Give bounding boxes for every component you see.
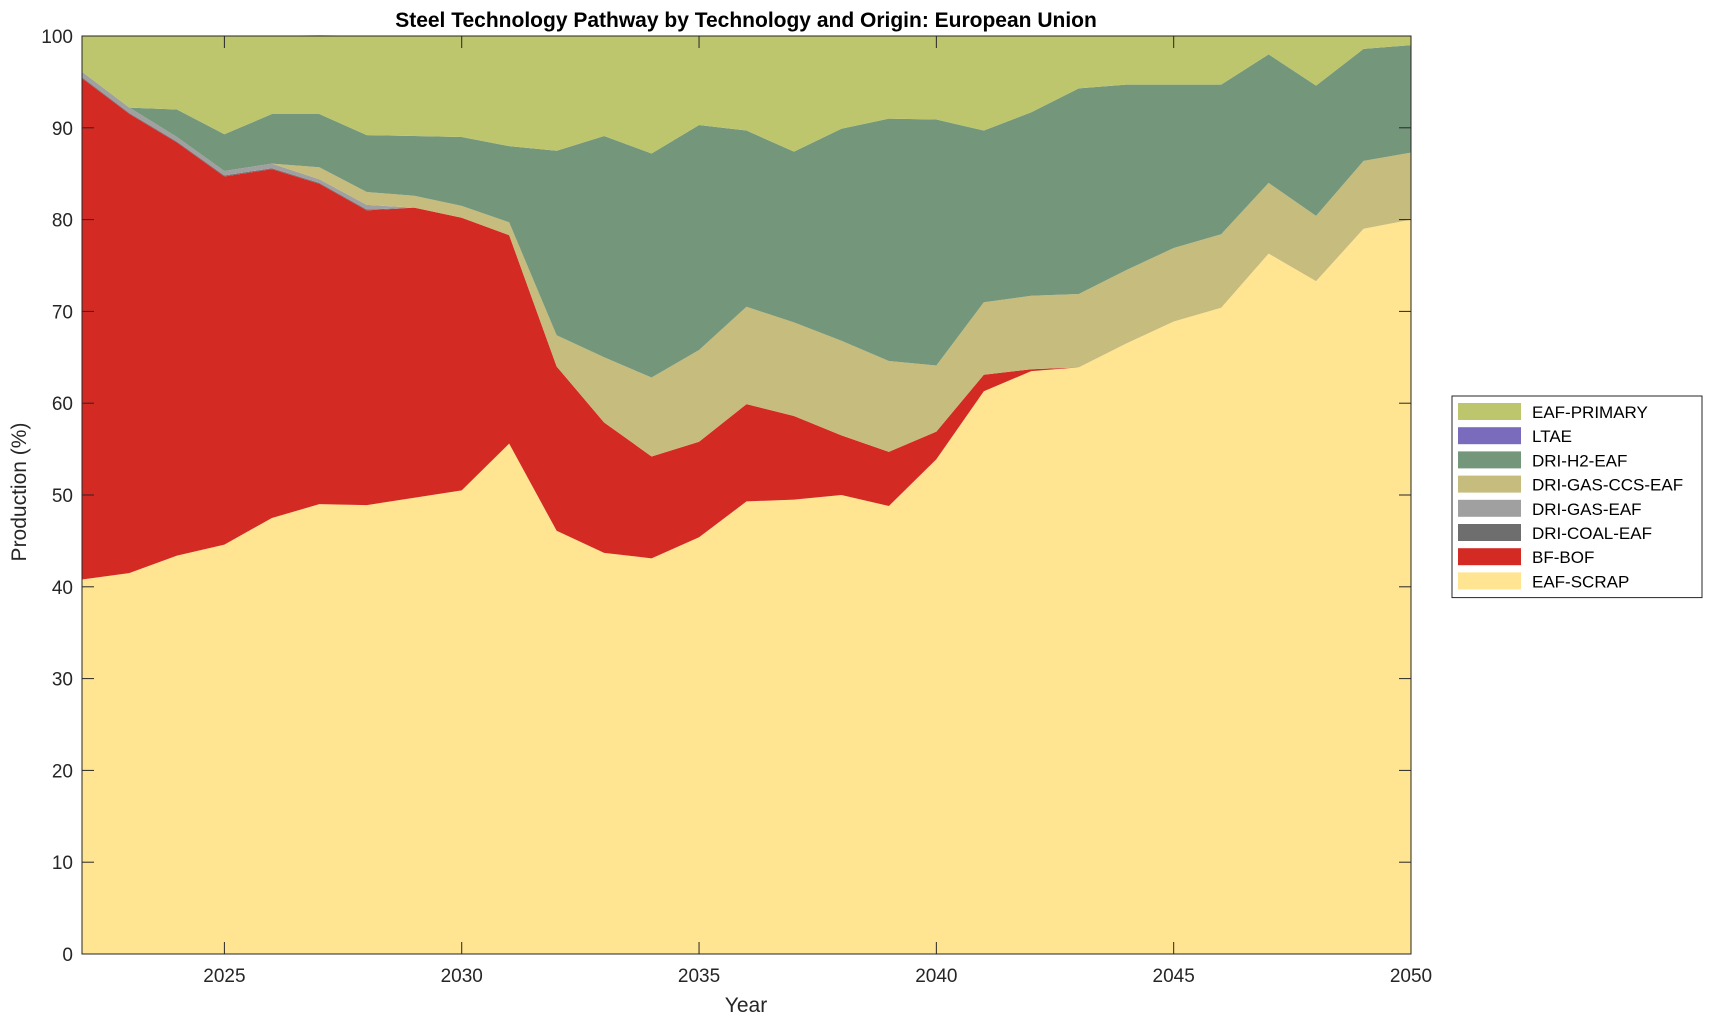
legend-label-dri-coal-eaf: DRI-COAL-EAF [1532,524,1652,543]
legend-label-eaf-scrap: EAF-SCRAP [1532,572,1629,591]
y-tick-label: 30 [52,670,73,691]
legend-label-ltae: LTAE [1532,427,1572,446]
area-dri-h2-eaf [82,45,1411,378]
y-tick-label: 50 [52,486,73,507]
legend-box [1451,395,1703,599]
legend-label-bf-bof: BF-BOF [1532,548,1594,567]
y-tick-label: 60 [52,394,73,415]
legend-label-eaf-primary: EAF-PRIMARY [1532,403,1648,422]
y-tick-label: 70 [52,302,73,323]
legend-swatch-eaf-scrap [1458,572,1521,590]
legend-swatch-dri-gas-eaf [1458,499,1521,517]
chart-title: Steel Technology Pathway by Technology a… [395,9,1097,32]
legend-swatch-eaf-primary [1458,403,1521,420]
legend-swatch-dri-coal-eaf [1458,524,1521,541]
legend-swatch-ltae [1458,427,1521,445]
x-tick-label: 2025 [203,966,245,987]
plot-area: 2025 2030 2035 2040 2045 20500102030405060708… [41,27,1432,987]
y-tick-label: 40 [52,578,73,599]
x-tick-label: 2040 [915,966,957,987]
y-tick-label: 10 [52,853,73,874]
area-eaf-primary [82,35,1411,154]
y-tick-label: 100 [41,27,73,48]
x-tick-label: 2045 [1153,966,1195,987]
legend-label-dri-gas-eaf: DRI-GAS-EAF [1532,500,1642,519]
legend-label-dri-h2-eaf: DRI-H2-EAF [1532,451,1627,470]
x-tick-label: 2050 [1390,966,1432,987]
area-eaf-scrap [82,219,1411,955]
y-tick-label: 80 [52,211,73,232]
legend-swatch-bf-bof [1458,548,1521,566]
area-dri-gas-ccs-eaf [82,71,1411,457]
legend: EAF-PRIMARY LTAE DRI-H2-EAF DRI-GAS-CCS-EAF… [1451,395,1703,599]
legend-swatch-dri-h2-eaf [1458,451,1521,469]
legend-label-dri-gas-ccs-eaf: DRI-GAS-CCS-EAF [1532,476,1683,495]
legend-swatch-dri-gas-ccs-eaf [1458,475,1521,493]
y-tick-label: 90 [52,119,73,140]
y-tick-label: 20 [52,761,73,782]
x-axis-label: Year [725,994,767,1017]
x-tick-label: 2030 [441,966,483,987]
x-tick-label: 2035 [678,966,720,987]
area-bf-bof [82,78,1411,580]
y-tick-label: 0 [62,945,73,966]
y-axis-label: Production (%) [8,423,31,562]
